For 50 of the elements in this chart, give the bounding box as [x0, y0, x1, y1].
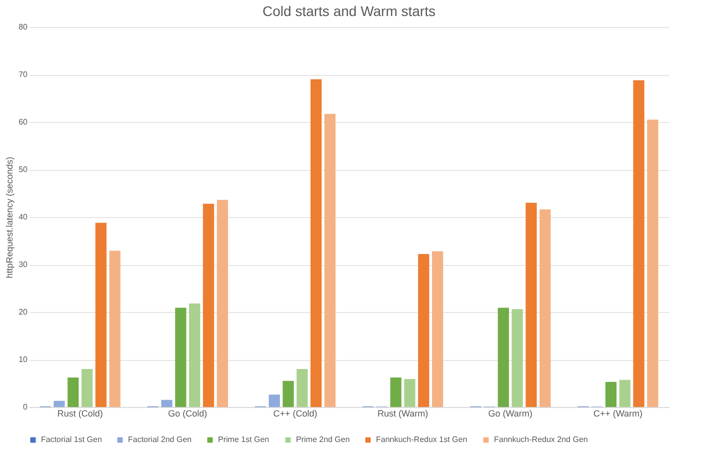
bar	[81, 369, 93, 407]
bar	[404, 378, 416, 407]
x-tick-label: C++ (Warm)	[593, 408, 642, 418]
y-tick-label: 30	[18, 260, 28, 269]
legend-label: Fannkuch-Redux 2nd Gen	[494, 435, 588, 444]
y-tick-label: 70	[18, 70, 28, 79]
bar	[202, 204, 214, 407]
bar	[540, 209, 551, 407]
bar	[310, 79, 322, 407]
legend-label: Factorial 2nd Gen	[128, 435, 192, 444]
legend-label: Prime 2nd Gen	[296, 435, 350, 444]
bar	[189, 303, 200, 407]
y-tick-label: 10	[18, 355, 28, 364]
y-axis-title: httpRequest.latency (seconds)	[4, 156, 15, 278]
bar	[296, 369, 308, 407]
legend-label: Factorial 1st Gen	[41, 435, 102, 444]
y-tick-label: 80	[18, 22, 28, 32]
bar	[526, 202, 537, 407]
x-tick-label: Go (Cold)	[168, 408, 208, 418]
bar	[432, 251, 444, 407]
y-tick-label: 50	[18, 165, 28, 174]
bar	[95, 222, 107, 407]
bar	[498, 308, 509, 407]
bar	[54, 400, 65, 407]
bar	[512, 309, 523, 407]
y-tick-label: 0	[23, 402, 28, 412]
y-tick-label: 40	[18, 212, 28, 222]
bar	[605, 382, 617, 407]
chart-title: Cold starts and Warm starts	[262, 3, 436, 19]
legend-label: Fannkuch-Redux 1st Gen	[376, 435, 468, 444]
bar	[633, 80, 644, 407]
x-tick-label: C++ (Cold)	[273, 408, 318, 418]
bar	[418, 254, 430, 407]
bar	[175, 308, 186, 407]
bar	[161, 400, 172, 407]
bar	[216, 200, 228, 407]
x-tick-label: Rust (Warm)	[377, 408, 428, 418]
y-tick-label: 60	[18, 118, 28, 126]
bar	[109, 250, 120, 407]
legend-label: Prime 1st Gen	[218, 435, 270, 444]
x-tick-label: Rust (Cold)	[57, 408, 103, 418]
bar	[324, 114, 336, 407]
bar	[647, 120, 658, 407]
bar	[619, 380, 630, 407]
bar	[282, 380, 294, 407]
bar	[268, 394, 280, 407]
bar	[68, 378, 79, 407]
bar	[390, 378, 402, 407]
x-tick-label: Go (Warm)	[488, 408, 532, 418]
y-tick-label: 20	[18, 308, 28, 316]
